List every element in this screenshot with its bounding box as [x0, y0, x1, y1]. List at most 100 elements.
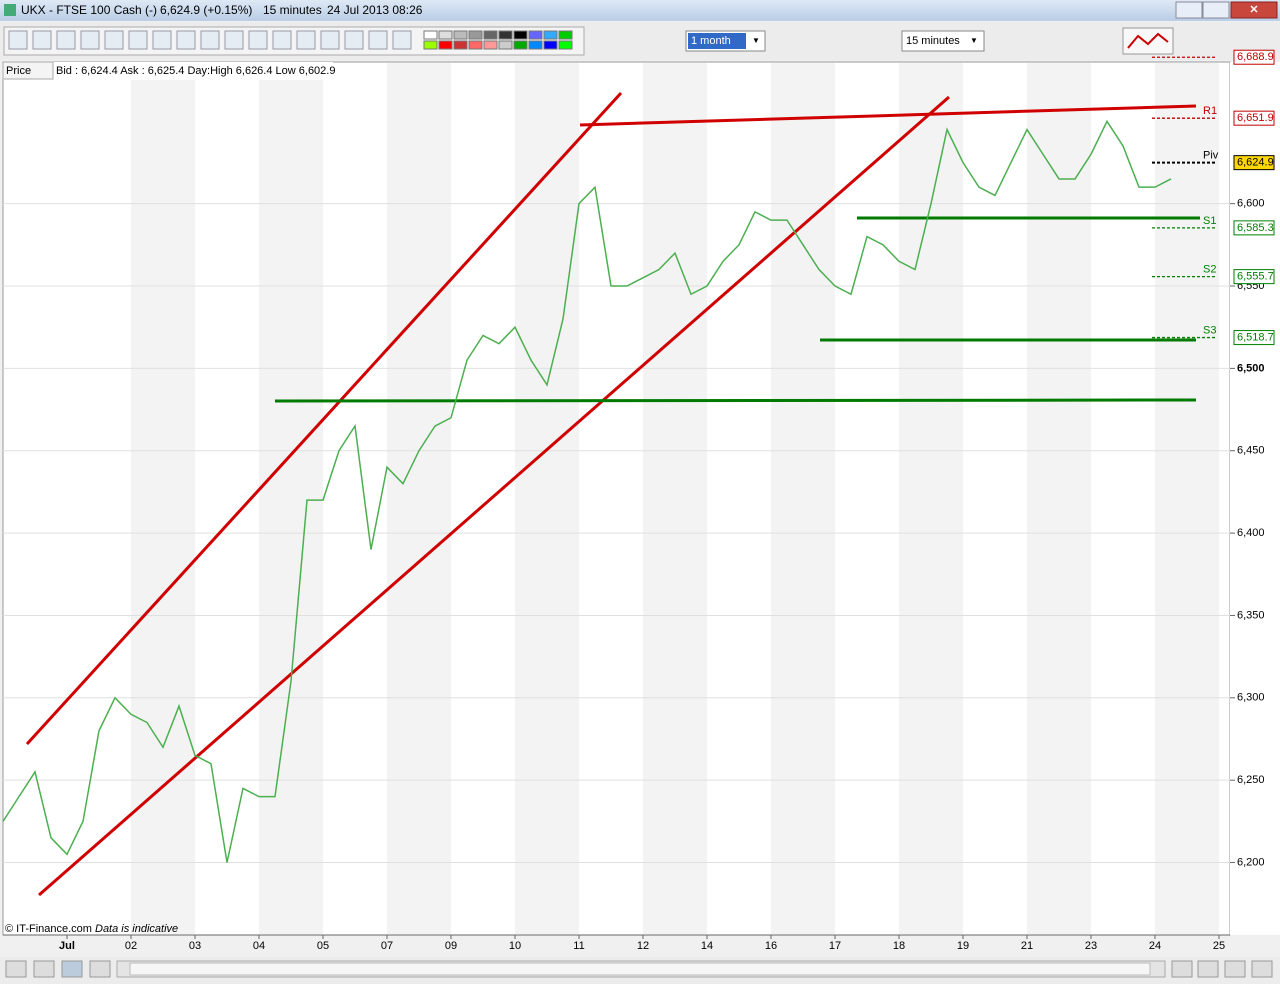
color-swatch [528, 30, 543, 40]
tool-icon [248, 30, 268, 50]
tool-icon [80, 30, 100, 50]
day-stripe [771, 63, 835, 934]
trend-line [274, 398, 1197, 403]
color-swatch [423, 30, 438, 40]
close-glyph: ✕ [1249, 4, 1258, 16]
mail-button[interactable] [5, 960, 27, 978]
footer-source: © IT-Finance.com [5, 923, 92, 935]
price-button[interactable] [2, 61, 54, 80]
interval-select[interactable] [901, 30, 985, 52]
dropdown-arrow: ▼ [970, 36, 978, 45]
level-name: S1 [1203, 215, 1216, 227]
y-tick-label: 6,250 [1237, 774, 1265, 786]
info-bar [3, 62, 333, 80]
y-tick-label: 6,450 [1237, 445, 1265, 457]
x-tick-label: 19 [957, 940, 969, 952]
tool-icon [344, 30, 364, 50]
color-swatch [483, 30, 498, 40]
y-tick-label: 6,600 [1237, 198, 1265, 210]
x-tick-label: 24 [1149, 940, 1161, 952]
y-tick-label: 6,400 [1237, 527, 1265, 539]
level-name: R1 [1203, 105, 1217, 117]
level-name: S3 [1203, 324, 1216, 336]
day-stripe [1027, 63, 1091, 934]
chart-type-icon [1127, 32, 1169, 49]
x-tick-label: 09 [445, 940, 457, 952]
plot-area [2, 61, 1231, 936]
color-swatch [528, 40, 543, 50]
scroll-thumb[interactable] [129, 962, 1151, 976]
x-tick-label: 07 [381, 940, 393, 952]
day-stripe [387, 63, 451, 934]
x-tick-label: 25 [1213, 940, 1225, 952]
minimize-button[interactable] [1175, 1, 1203, 19]
x-tick-label: 12 [637, 940, 649, 952]
price-line [2, 119, 1172, 863]
maximize-button[interactable] [1202, 1, 1230, 19]
x-tick-label: 02 [125, 940, 137, 952]
period-value: 1 month [691, 35, 731, 47]
color-swatch [513, 40, 528, 50]
level-badge [1233, 155, 1275, 171]
level-label: 6,651.9 [1237, 112, 1274, 124]
close-button[interactable] [1230, 1, 1278, 19]
tool-button[interactable] [61, 960, 83, 978]
dropdown-arrow: ▼ [752, 36, 760, 45]
zoom-in-button[interactable] [1251, 960, 1273, 978]
x-tick-label: 14 [701, 940, 713, 952]
quote: Bid : 6,624.4 Ask : 6,625.4 Day:High 6,6… [56, 65, 335, 77]
color-swatch [558, 40, 573, 50]
interval-value: 15 minutes [906, 35, 960, 47]
x-tick-label: 11 [573, 940, 584, 952]
tool-icon [56, 30, 76, 50]
level-name: S2 [1203, 264, 1216, 276]
color-swatch [468, 40, 483, 50]
settings-button[interactable] [89, 960, 111, 978]
trend-line [579, 104, 1197, 127]
level-label: 6,624.9 [1237, 157, 1274, 169]
trend-line [25, 91, 623, 746]
x-tick-label: 10 [509, 940, 521, 952]
zoom-fit-button[interactable] [1197, 960, 1219, 978]
color-swatch [498, 30, 513, 40]
color-swatch [543, 30, 558, 40]
y-tick-label: 6,200 [1237, 856, 1265, 868]
x-tick-label: 03 [189, 940, 201, 952]
color-swatch [513, 30, 528, 40]
tool-icon [392, 30, 412, 50]
tool-icon [104, 30, 124, 50]
day-stripe [515, 63, 579, 934]
axis: 6,2006,2506,3006,3506,4006,4506,5006,550… [1230, 49, 1275, 868]
zoom-out-button[interactable] [1224, 960, 1246, 978]
chart-button[interactable] [1171, 960, 1193, 978]
y-tick-label: 6,500 [1237, 362, 1265, 374]
x-tick-label: 23 [1085, 940, 1097, 952]
color-swatch [438, 30, 453, 40]
tool-icon [368, 30, 388, 50]
period-highlight [688, 33, 746, 49]
color-swatch [483, 40, 498, 50]
x-tick-label: Jul [59, 940, 75, 952]
level-label: 6,555.7 [1237, 271, 1274, 283]
price-label: Price [6, 65, 31, 77]
level-badge [1233, 49, 1275, 65]
chart-type-button[interactable] [1122, 27, 1174, 55]
x-tick-label: 04 [253, 940, 265, 952]
color-swatch [558, 30, 573, 40]
color-swatch [498, 40, 513, 50]
tool-icon [200, 30, 220, 50]
title-bar [0, 0, 1280, 21]
print-button[interactable] [33, 960, 55, 978]
x-tick-label: 21 [1021, 940, 1033, 952]
window-symbol: UKX - FTSE 100 Cash (-) [21, 3, 157, 17]
tool-icon [176, 30, 196, 50]
level-name: Piv [1203, 150, 1219, 162]
color-swatch [468, 30, 483, 40]
window-datetime: 24 Jul 2013 08:26 [327, 3, 423, 17]
tool-icon [8, 30, 28, 50]
window-price: 6,624.9 (+0.15%) [160, 3, 252, 17]
footer-note: Data is indicative [95, 923, 178, 935]
plot: R1 Piv S1 S2 S3 [2, 56, 1230, 934]
color-swatch [423, 40, 438, 50]
day-stripe [1155, 63, 1219, 934]
